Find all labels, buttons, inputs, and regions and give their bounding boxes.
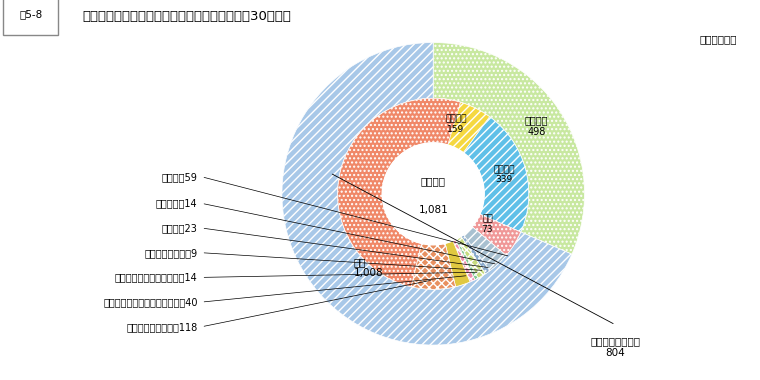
Text: 熱中症等　14: 熱中症等 14 (156, 198, 198, 208)
Text: 自己の職務遂行中
804: 自己の職務遂行中 804 (591, 336, 641, 358)
Text: 出勤途上
339: 出勤途上 339 (493, 165, 515, 184)
Wedge shape (472, 214, 521, 255)
Text: 出退勤途上（公務上のもの）　40: 出退勤途上（公務上のもの） 40 (103, 297, 198, 307)
Text: 1,081: 1,081 (418, 205, 448, 215)
Wedge shape (411, 243, 455, 289)
Text: 疾病
73: 疾病 73 (482, 215, 493, 234)
Text: その他　59: その他 59 (162, 172, 198, 182)
Wedge shape (433, 98, 489, 153)
Wedge shape (433, 43, 584, 254)
Wedge shape (455, 239, 478, 280)
Text: 設備の不完全等　9: 設備の不完全等 9 (144, 248, 198, 258)
Wedge shape (461, 235, 490, 274)
Text: 通勤災害
498: 通勤災害 498 (524, 116, 548, 137)
Circle shape (382, 143, 484, 245)
Wedge shape (282, 43, 572, 345)
Text: 図5-8: 図5-8 (19, 10, 43, 19)
Wedge shape (457, 236, 486, 278)
Wedge shape (464, 227, 506, 271)
Wedge shape (445, 241, 470, 287)
Wedge shape (453, 240, 475, 282)
Wedge shape (464, 117, 529, 232)
Text: 出張又は赴任途上　118: 出張又は赴任途上 118 (126, 322, 198, 332)
Text: （単位：件）: （単位：件） (700, 34, 737, 44)
Text: レクリエーション参加中　14: レクリエーション参加中 14 (115, 272, 198, 282)
Wedge shape (337, 98, 461, 287)
Text: その他　23: その他 23 (162, 223, 198, 233)
Text: 退勤途上
159: 退勤途上 159 (445, 114, 467, 134)
Text: 負傷
1,008: 負傷 1,008 (353, 257, 383, 279)
Text: 公務災害: 公務災害 (421, 176, 445, 186)
Text: 公務災害及び通勤災害の事由別認定状況（平成30年度）: 公務災害及び通勤災害の事由別認定状況（平成30年度） (82, 10, 291, 22)
